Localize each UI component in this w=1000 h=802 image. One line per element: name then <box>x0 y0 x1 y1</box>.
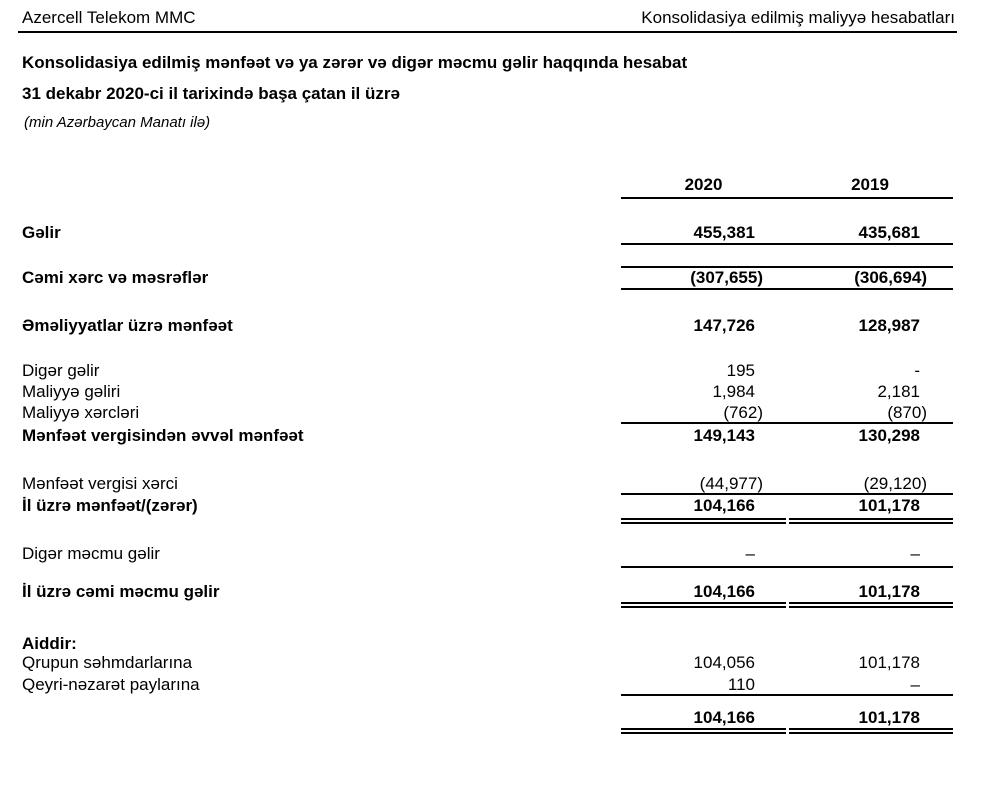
column-header-2019: 2019 <box>851 175 889 194</box>
value-2020: 149,143 <box>693 426 755 445</box>
header-rule <box>18 31 957 33</box>
column-header-row: 2020 2019 <box>22 175 955 195</box>
column-header-rule <box>621 197 953 199</box>
value-2019: 101,178 <box>858 582 920 601</box>
rule <box>621 566 953 568</box>
table-row-attributable-total: 104,166 101,178 <box>22 708 955 728</box>
value-2019: – <box>910 544 920 563</box>
value-2019: 2,181 <box>877 382 920 401</box>
row-label: Digər gəlir <box>22 361 100 380</box>
double-rule <box>789 518 953 524</box>
row-label: Əməliyyatlar üzrə mənfəət <box>22 316 233 335</box>
value-2020: 104,056 <box>693 653 755 672</box>
double-rule <box>621 518 786 524</box>
row-label: Qrupun səhmdarlarına <box>22 653 193 672</box>
double-rule <box>789 602 953 608</box>
statement-period: 31 dekabr 2020-ci il tarixində başa çata… <box>22 84 400 103</box>
rule <box>621 288 953 290</box>
rule <box>621 266 953 268</box>
rule <box>621 694 953 696</box>
table-row-total-expenses: Cəmi xərc və məsrəflər (307,655) (306,69… <box>22 268 955 288</box>
report-set-name: Konsolidasiya edilmiş maliyyə hesabatlar… <box>641 8 955 27</box>
row-label: Gəlir <box>22 223 61 242</box>
value-2019: 128,987 <box>858 316 920 335</box>
value-2020: 110 <box>727 675 755 694</box>
value-2019: (29,120) <box>863 474 927 493</box>
table-row-revenue: Gəlir 455,381 435,681 <box>22 223 955 243</box>
value-2020: – <box>745 544 755 563</box>
table-row-profit-for-year: İl üzrə mənfəət/(zərər) 104,166 101,178 <box>22 496 955 516</box>
value-2020: (307,655) <box>690 268 763 287</box>
value-2020: (762) <box>723 403 763 422</box>
table-row-income-tax-expense: Mənfəət vergisi xərci (44,977) (29,120) <box>22 474 955 494</box>
table-row-finance-costs: Maliyyə xərcləri (762) (870) <box>22 403 955 423</box>
value-2020: 104,166 <box>693 582 755 601</box>
value-2019: (306,694) <box>854 268 927 287</box>
value-2019: (870) <box>887 403 927 422</box>
value-2020: (44,977) <box>699 474 763 493</box>
table-row-other-income: Digər gəlir 195 - <box>22 361 955 381</box>
row-label: Mənfəət vergisindən əvvəl mənfəət <box>22 426 304 445</box>
currency-note: (min Azərbaycan Manatı ilə) <box>24 114 211 131</box>
row-label: İl üzrə cəmi məcmu gəlir <box>22 582 220 601</box>
value-2020: 104,166 <box>693 496 755 515</box>
statement-title: Konsolidasiya edilmiş mənfəət və ya zərə… <box>22 53 688 72</box>
row-label: Mənfəət vergisi xərci <box>22 474 178 493</box>
double-rule <box>621 602 786 608</box>
row-label: Digər məcmu gəlir <box>22 544 160 563</box>
row-label: Maliyyə gəliri <box>22 382 121 401</box>
row-label: Maliyyə xərcləri <box>22 403 140 422</box>
table-row-finance-income: Maliyyə gəliri 1,984 2,181 <box>22 382 955 402</box>
company-name: Azercell Telekom MMC <box>22 8 196 27</box>
value-2020: 455,381 <box>693 223 755 242</box>
value-2020: 104,166 <box>693 708 755 727</box>
value-2019: – <box>910 675 920 694</box>
value-2019: 101,178 <box>858 708 920 727</box>
value-2020: 147,726 <box>693 316 755 335</box>
table-row-total-comprehensive-income: İl üzrə cəmi məcmu gəlir 104,166 101,178 <box>22 582 955 602</box>
double-rule <box>621 728 786 734</box>
row-label: Cəmi xərc və məsrəflər <box>22 268 209 287</box>
table-row-other-comprehensive-income: Digər məcmu gəlir – – <box>22 544 955 564</box>
rule <box>621 493 953 495</box>
row-label: İl üzrə mənfəət/(zərər) <box>22 496 198 515</box>
value-2019: - <box>914 361 920 380</box>
value-2019: 435,681 <box>858 223 920 242</box>
value-2019: 101,178 <box>858 496 920 515</box>
table-row-group-shareholders: Qrupun səhmdarlarına 104,056 101,178 <box>22 653 955 673</box>
rule <box>621 243 953 245</box>
page-header: Azercell Telekom MMC Konsolidasiya edilm… <box>22 7 955 29</box>
column-header-2020: 2020 <box>684 175 723 194</box>
table-row-operating-profit: Əməliyyatlar üzrə mənfəət 147,726 128,98… <box>22 316 955 336</box>
table-row-profit-before-tax: Mənfəət vergisindən əvvəl mənfəət 149,14… <box>22 426 955 446</box>
double-rule <box>789 728 953 734</box>
value-2019: 130,298 <box>858 426 920 445</box>
row-label: Aiddir: <box>22 634 77 653</box>
value-2020: 195 <box>726 361 755 380</box>
table-row-non-controlling-interests: Qeyri-nəzarət paylarına 110 – <box>22 675 955 695</box>
value-2020: 1,984 <box>712 382 755 401</box>
value-2019: 101,178 <box>858 653 920 672</box>
row-label: Qeyri-nəzarət paylarına <box>22 675 200 694</box>
rule <box>621 422 953 424</box>
table-row-attributable-to-heading: Aiddir: <box>22 634 955 654</box>
